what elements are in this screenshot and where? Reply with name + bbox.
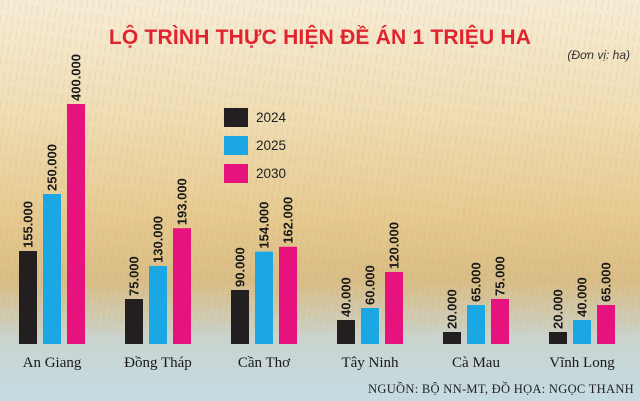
bar-2025-5 [573,320,591,344]
category-label-0: An Giang [23,355,82,371]
bar-2024-2 [231,290,249,344]
data-label-2025-1: 130.000 [151,216,166,263]
source-note: NGUỒN: BỘ NN-MT, ĐỒ HỌA: NGỌC THANH [368,382,634,396]
bar-2030-5 [597,305,615,344]
legend-label-2024: 2024 [256,109,287,125]
bar-2024-5 [549,332,567,344]
bar-2030-3 [385,272,403,344]
bar-2024-4 [443,332,461,344]
bar-2030-2 [279,246,297,344]
data-label-2030-0: 400.000 [69,54,84,101]
legend-swatch-2024 [224,107,248,127]
bar-2024-3 [337,320,355,344]
data-label-2024-1: 75.000 [127,256,142,296]
bar-2025-3 [361,308,379,344]
bar-2030-4 [491,299,509,344]
data-label-2024-2: 90.000 [233,247,248,287]
category-label-1: Đồng Tháp [124,355,192,371]
bar-2030-1 [173,228,191,344]
data-label-2025-5: 40.000 [575,277,590,317]
category-label-2: Cần Thơ [238,355,291,371]
category-label-5: Vĩnh Long [549,355,615,371]
legend-swatch-2030 [224,163,248,183]
bar-2025-2 [255,251,273,344]
data-label-2024-0: 155.000 [21,201,36,248]
data-label-2025-3: 60.000 [363,265,378,305]
bar-2024-1 [125,299,143,344]
legend-label-2025: 2025 [256,137,287,153]
legend-item-2024: 2024 [224,104,286,130]
data-label-2030-1: 193.000 [175,178,190,225]
data-label-2030-5: 65.000 [599,262,614,302]
data-label-2030-3: 120.000 [387,222,402,269]
data-label-2025-4: 65.000 [469,262,484,302]
data-label-2024-3: 40.000 [339,277,354,317]
category-label-3: Tây Ninh [341,355,399,371]
data-label-2024-5: 20.000 [551,289,566,329]
data-label-2025-2: 154.000 [257,202,272,249]
unit-label: (Đơn vị: ha) [567,48,630,62]
category-label-4: Cà Mau [452,355,500,371]
legend-label-2030: 2030 [256,165,287,181]
bar-2025-0 [43,194,61,344]
legend-swatch-2025 [224,135,248,155]
data-label-2025-0: 250.000 [45,144,60,191]
data-label-2024-4: 20.000 [445,289,460,329]
bar-2025-1 [149,266,167,344]
chart-title: LỘ TRÌNH THỰC HIỆN ĐỀ ÁN 1 TRIỆU HA [108,26,532,49]
legend-item-2030: 2030 [224,160,286,186]
legend-item-2025: 2025 [224,132,286,158]
bar-2030-0 [67,104,85,344]
legend: 2024 2025 2030 [224,104,286,188]
bar-2024-0 [19,251,37,344]
data-label-2030-2: 162.000 [281,197,296,244]
bar-2025-4 [467,305,485,344]
data-label-2030-4: 75.000 [493,256,508,296]
